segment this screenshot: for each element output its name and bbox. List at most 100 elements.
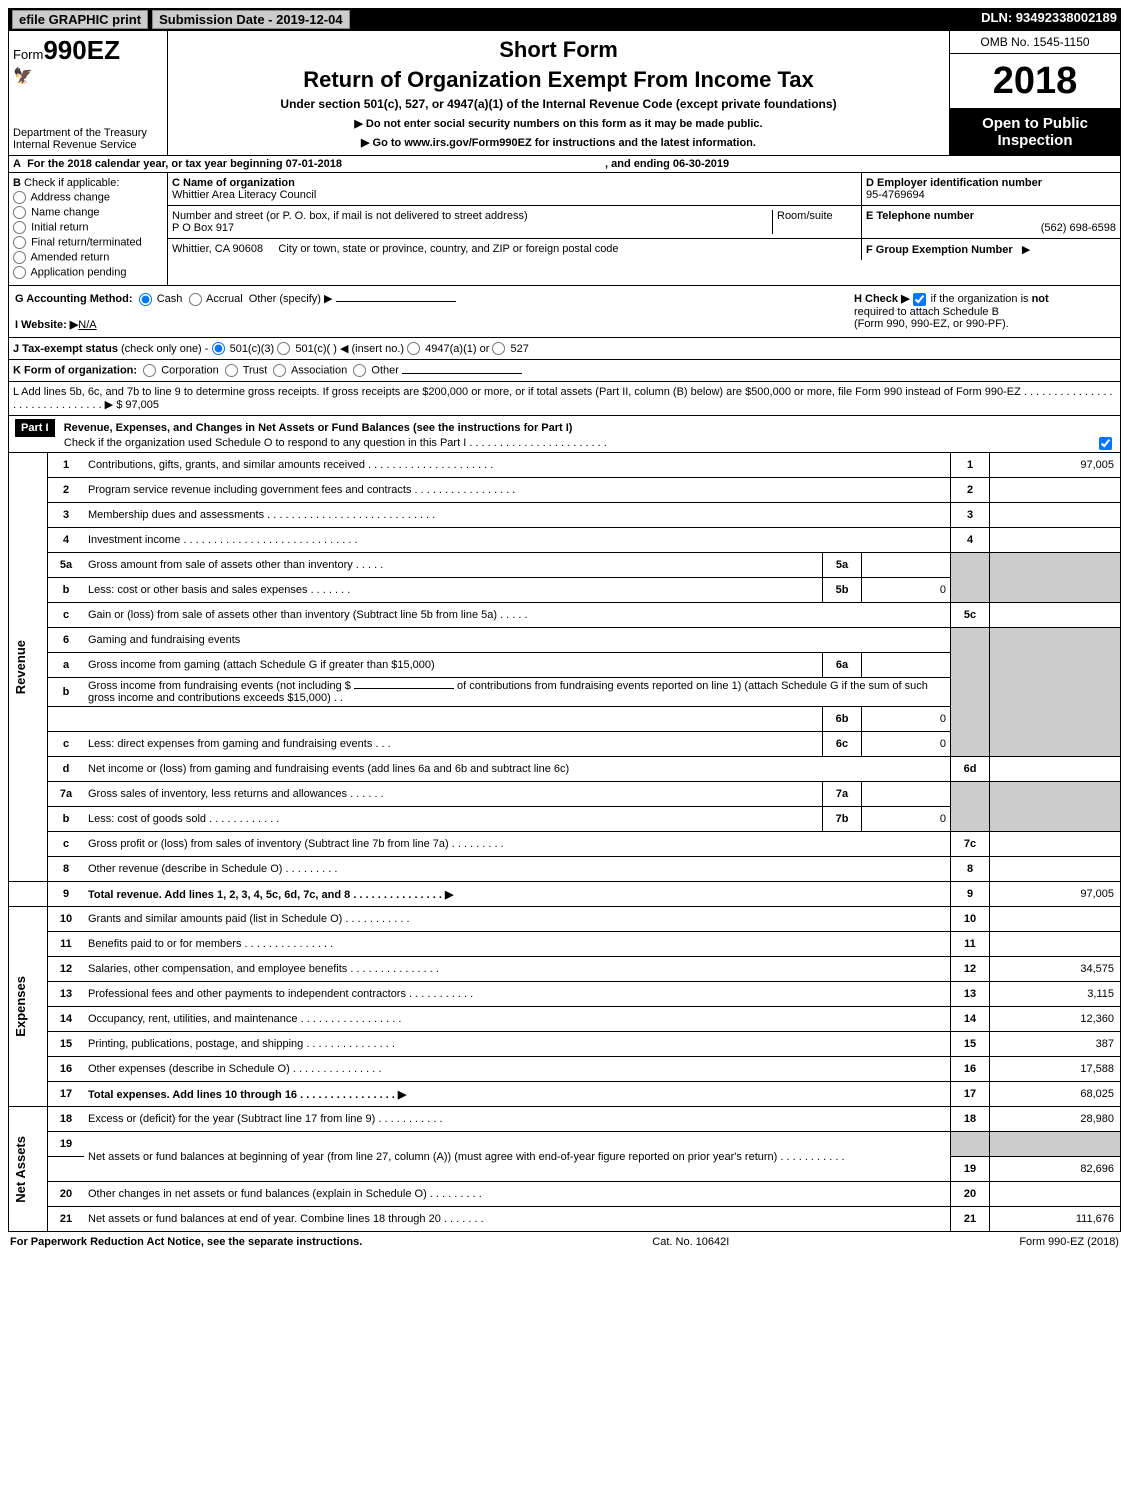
phone-value: (562) 698-6598: [1041, 222, 1116, 234]
line-13-amt: 3,115: [990, 982, 1121, 1007]
dept-treasury: Department of the Treasury: [13, 127, 163, 139]
line-7b-desc: Less: cost of goods sold . . . . . . . .…: [84, 807, 823, 832]
line-20-desc: Other changes in net assets or fund bala…: [84, 1182, 951, 1207]
line-16-amt: 17,588: [990, 1057, 1121, 1082]
lines-table: Revenue 1Contributions, gifts, grants, a…: [8, 453, 1121, 1232]
rb-527[interactable]: [492, 342, 505, 355]
side-revenue: Revenue: [13, 640, 28, 694]
line-19-desc: Net assets or fund balances at beginning…: [84, 1132, 951, 1182]
line-6c-desc: Less: direct expenses from gaming and fu…: [84, 732, 823, 757]
line-12-desc: Salaries, other compensation, and employ…: [84, 957, 951, 982]
short-form-title: Short Form: [174, 37, 943, 63]
line-19-amt: 82,696: [990, 1157, 1121, 1182]
rb-cash[interactable]: [139, 293, 152, 306]
line-1-desc: Contributions, gifts, grants, and simila…: [84, 453, 951, 478]
header-right: OMB No. 1545-1150 2018 Open to PublicIns…: [950, 31, 1120, 155]
rb-corp[interactable]: [143, 364, 156, 377]
efile-print-button[interactable]: efile GRAPHIC print: [12, 10, 148, 29]
line-5a-desc: Gross amount from sale of assets other t…: [84, 553, 823, 578]
section-cd: C Name of organization Whittier Area Lit…: [168, 173, 1120, 285]
rb-501c[interactable]: [277, 342, 290, 355]
part1-title: Revenue, Expenses, and Changes in Net As…: [64, 422, 573, 434]
section-b: B Check if applicable: Address change Na…: [9, 173, 168, 285]
line-6-desc: Gaming and fundraising events: [84, 628, 951, 653]
rb-accrual[interactable]: [189, 293, 202, 306]
rb-trust[interactable]: [225, 364, 238, 377]
line-18-amt: 28,980: [990, 1107, 1121, 1132]
dln-label: DLN: 93492338002189: [981, 10, 1117, 29]
instr-ssn: ▶ Do not enter social security numbers o…: [174, 117, 943, 130]
section-bcdef: B Check if applicable: Address change Na…: [8, 173, 1121, 286]
org-name: Whittier Area Literacy Council: [172, 189, 316, 201]
line-7a-desc: Gross sales of inventory, less returns a…: [84, 782, 823, 807]
cb-initial-return[interactable]: Initial return: [13, 221, 163, 234]
omb-number: OMB No. 1545-1150: [950, 31, 1120, 54]
dept-irs: Internal Revenue Service: [13, 139, 163, 151]
row-a: A For the 2018 calendar year, or tax yea…: [8, 156, 1121, 173]
line-4-desc: Investment income . . . . . . . . . . . …: [84, 528, 951, 553]
line-17-amt: 68,025: [990, 1082, 1121, 1107]
line-16-desc: Other expenses (describe in Schedule O) …: [84, 1057, 951, 1082]
k-label: K Form of organization:: [13, 365, 137, 377]
line-9-desc: Total revenue. Add lines 1, 2, 3, 4, 5c,…: [84, 882, 951, 907]
footer-left: For Paperwork Reduction Act Notice, see …: [10, 1236, 362, 1248]
line-17-desc: Total expenses. Add lines 10 through 16 …: [84, 1082, 951, 1107]
cb-name-change[interactable]: Name change: [13, 206, 163, 219]
line-2-desc: Program service revenue including govern…: [84, 478, 951, 503]
rb-other-org[interactable]: [353, 364, 366, 377]
submission-date-button[interactable]: Submission Date - 2019-12-04: [152, 10, 350, 29]
line-5b-desc: Less: cost or other basis and sales expe…: [84, 578, 823, 603]
top-bar: efile GRAPHIC print Submission Date - 20…: [8, 8, 1121, 31]
side-netassets: Net Assets: [13, 1136, 28, 1203]
i-label: I Website: ▶: [15, 319, 78, 331]
line-10-desc: Grants and similar amounts paid (list in…: [84, 907, 951, 932]
h-label: H Check ▶: [854, 293, 910, 305]
ein-value: 95-4769694: [866, 189, 925, 201]
line-21-amt: 111,676: [990, 1207, 1121, 1232]
cb-final-return[interactable]: Final return/terminated: [13, 236, 163, 249]
line-13-desc: Professional fees and other payments to …: [84, 982, 951, 1007]
form-header: Form990EZ 🦅 Department of the Treasury I…: [8, 31, 1121, 156]
open-public-badge: Open to PublicInspection: [950, 109, 1120, 155]
cb-address-change[interactable]: Address change: [13, 191, 163, 204]
line-8-desc: Other revenue (describe in Schedule O) .…: [84, 857, 951, 882]
section-k: K Form of organization: Corporation Trus…: [8, 360, 1121, 382]
part1-header-row: Part I Revenue, Expenses, and Changes in…: [8, 416, 1121, 453]
part1-label: Part I: [15, 419, 55, 437]
website-value: N/A: [78, 319, 96, 331]
line-5c-desc: Gain or (loss) from sale of assets other…: [84, 603, 951, 628]
cb-schedule-b-not-required[interactable]: [913, 293, 926, 306]
address-value: P O Box 917: [172, 222, 234, 234]
section-l: L Add lines 5b, 6c, and 7b to line 9 to …: [8, 382, 1121, 416]
line-14-amt: 12,360: [990, 1007, 1121, 1032]
line-12-amt: 34,575: [990, 957, 1121, 982]
cb-application-pending[interactable]: Application pending: [13, 266, 163, 279]
tax-year-end: , and ending 06-30-2019: [605, 158, 729, 170]
line-9-amt: 97,005: [990, 882, 1121, 907]
tax-year-begin: For the 2018 calendar year, or tax year …: [27, 158, 342, 170]
line-21-desc: Net assets or fund balances at end of ye…: [84, 1207, 951, 1232]
cb-amended-return[interactable]: Amended return: [13, 251, 163, 264]
rb-4947[interactable]: [407, 342, 420, 355]
f-arrow-icon: ▶: [1022, 244, 1030, 256]
irs-seal-icon: 🦅: [13, 66, 163, 86]
cb-schedule-o-part1[interactable]: [1099, 437, 1112, 450]
rb-assoc[interactable]: [273, 364, 286, 377]
line-1-amt: 97,005: [990, 453, 1121, 478]
line-3-desc: Membership dues and assessments . . . . …: [84, 503, 951, 528]
form-number: 990EZ: [43, 35, 120, 65]
line-18-desc: Excess or (deficit) for the year (Subtra…: [84, 1107, 951, 1132]
g-label: G Accounting Method:: [15, 293, 133, 305]
line-7c-desc: Gross profit or (loss) from sales of inv…: [84, 832, 951, 857]
city-value: Whittier, CA 90608: [172, 243, 263, 255]
form-prefix: Form: [13, 47, 43, 62]
addr-label: Number and street (or P. O. box, if mail…: [172, 210, 528, 222]
footer-formref: Form 990-EZ (2018): [1019, 1236, 1119, 1248]
city-label: City or town, state or province, country…: [278, 243, 618, 255]
return-title: Return of Organization Exempt From Incom…: [174, 67, 943, 93]
footer-catno: Cat. No. 10642I: [652, 1236, 729, 1248]
line-11-desc: Benefits paid to or for members . . . . …: [84, 932, 951, 957]
other-specify-input[interactable]: [336, 301, 456, 302]
rb-501c3[interactable]: [212, 342, 225, 355]
part1-checkline: Check if the organization used Schedule …: [64, 437, 607, 449]
